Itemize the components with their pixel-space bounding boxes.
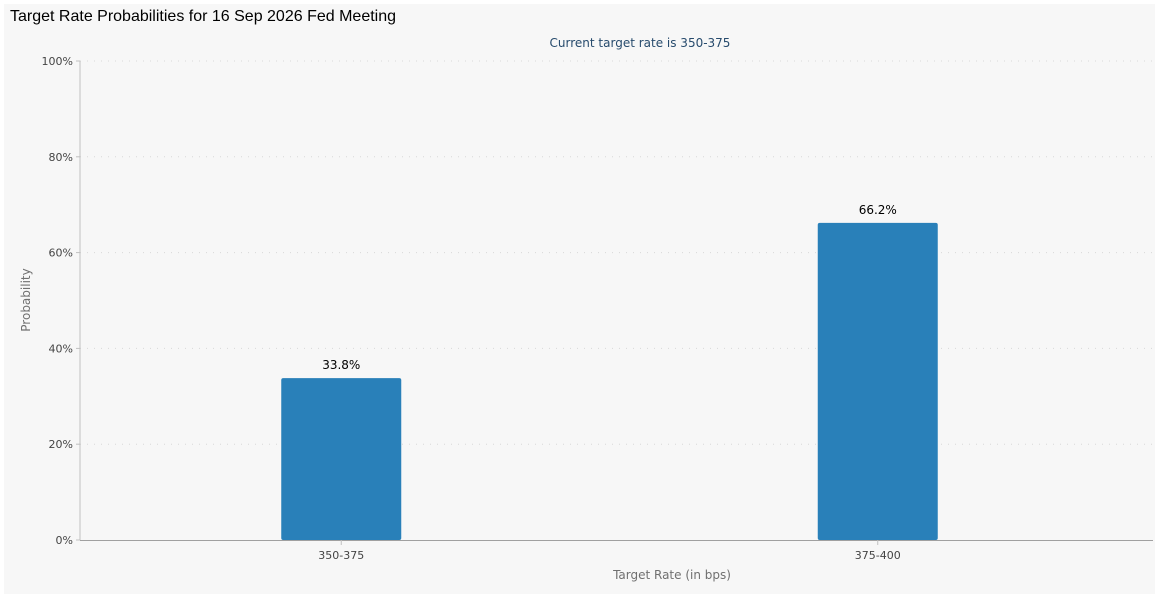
- data-labels: 33.8% 66.2%: [322, 203, 897, 372]
- y-axis-title: Probability: [19, 268, 33, 331]
- y-tick-label: 20%: [49, 438, 73, 451]
- y-tick-label: 80%: [49, 151, 73, 164]
- x-tick-label: 375-400: [855, 549, 901, 562]
- chart-panel: [4, 4, 1155, 594]
- x-axis-ticks: 350-375 375-400: [318, 540, 901, 562]
- y-tick-label: 100%: [42, 55, 73, 68]
- y-tick-label: 60%: [49, 247, 73, 260]
- x-tick-label: 350-375: [318, 549, 364, 562]
- axes: [79, 61, 1153, 541]
- x-axis-title: Target Rate (in bps): [612, 568, 731, 582]
- gridlines: [80, 60, 1153, 445]
- bar: [281, 378, 402, 540]
- chart-subtitle: Current target rate is 350-375: [550, 36, 731, 50]
- chart-title: Target Rate Probabilities for 16 Sep 202…: [10, 8, 397, 25]
- bar: [817, 222, 938, 541]
- data-label: 66.2%: [859, 203, 897, 217]
- y-tick-label: 0%: [56, 534, 73, 547]
- bars: [281, 222, 938, 541]
- data-label: 33.8%: [322, 358, 360, 372]
- y-tick-label: 40%: [49, 342, 73, 355]
- y-axis-ticks: 0% 20% 40% 60% 80% 100%: [42, 55, 80, 547]
